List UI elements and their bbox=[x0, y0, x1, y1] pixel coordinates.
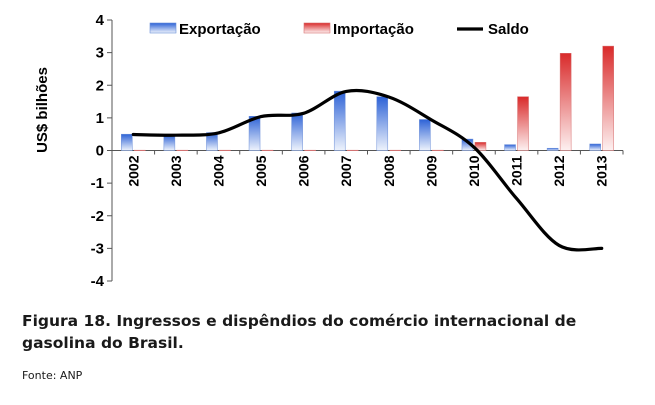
x-tick-label: 2012 bbox=[551, 155, 567, 186]
chart: 4 3 2 1 0 -1 -2 -3 -4 2002 2003 2004 2005 2006 2007 200… bbox=[34, 12, 624, 290]
bar-importacao bbox=[559, 53, 572, 151]
y-tick-label: 2 bbox=[96, 77, 104, 94]
bar-importacao bbox=[346, 149, 359, 151]
x-tick-label: 2007 bbox=[338, 155, 354, 186]
x-tick-label: 2013 bbox=[594, 155, 610, 186]
legend-label-saldo: Saldo bbox=[488, 21, 529, 38]
y-tick-label: -4 bbox=[91, 273, 105, 290]
bar-importacao bbox=[389, 149, 402, 151]
bar-exportacao bbox=[121, 133, 133, 151]
y-tick-label: 1 bbox=[96, 110, 104, 127]
bar-exportacao bbox=[419, 119, 431, 151]
bar-exportacao bbox=[504, 144, 516, 151]
y-tick-label: -3 bbox=[91, 240, 104, 257]
x-tick-label: 2006 bbox=[296, 155, 312, 186]
x-tick-label: 2002 bbox=[125, 155, 141, 186]
y-tick-label: 0 bbox=[96, 143, 104, 160]
bar-importacao bbox=[432, 149, 444, 151]
bar-exportacao bbox=[333, 90, 346, 151]
y-tick-label: -1 bbox=[91, 175, 104, 192]
figure-caption: Figura 18. Ingressos e dispêndios do com… bbox=[22, 312, 577, 352]
x-tick-label: 2008 bbox=[381, 155, 397, 186]
x-tick-label: 2009 bbox=[423, 155, 439, 186]
x-tick-label: 2003 bbox=[168, 155, 184, 186]
x-tick-label: 2005 bbox=[253, 155, 269, 186]
bar-exportacao bbox=[589, 143, 601, 151]
bar-exportacao bbox=[546, 147, 559, 151]
bar-exportacao bbox=[291, 112, 303, 151]
y-axis-label: US$ bilhões bbox=[34, 67, 51, 153]
legend-label-exportacao: Exportação bbox=[179, 21, 261, 38]
bar-exportacao bbox=[376, 96, 389, 151]
bar-importacao bbox=[261, 149, 274, 151]
bar-importacao bbox=[219, 149, 231, 151]
legend: Exportação Importação Saldo bbox=[149, 21, 529, 38]
legend-swatch-exportacao bbox=[149, 22, 177, 34]
bar-importacao bbox=[176, 149, 189, 151]
x-tick-label: 2010 bbox=[466, 155, 482, 186]
x-tick-label: 2011 bbox=[509, 155, 525, 186]
bars bbox=[121, 45, 614, 151]
y-tick-label: 4 bbox=[96, 12, 105, 29]
legend-label-importacao: Importação bbox=[333, 21, 414, 38]
bar-importacao bbox=[304, 149, 316, 151]
x-tick-label: 2004 bbox=[210, 155, 226, 186]
figure-source: Fonte: ANP bbox=[22, 369, 83, 382]
y-tick-label: 3 bbox=[96, 45, 104, 62]
y-tick-label: -2 bbox=[91, 208, 104, 225]
saldo-line bbox=[131, 88, 604, 252]
bar-importacao bbox=[517, 96, 529, 151]
legend-swatch-importacao bbox=[303, 22, 331, 34]
axes: 4 3 2 1 0 -1 -2 -3 -4 2002 2003 2004 2005 2006 2007 200… bbox=[91, 12, 624, 290]
bar-exportacao bbox=[248, 115, 261, 151]
bar-exportacao bbox=[163, 134, 176, 151]
saldo-line-group bbox=[131, 88, 604, 252]
bar-importacao bbox=[134, 149, 146, 151]
bar-importacao bbox=[602, 45, 614, 151]
